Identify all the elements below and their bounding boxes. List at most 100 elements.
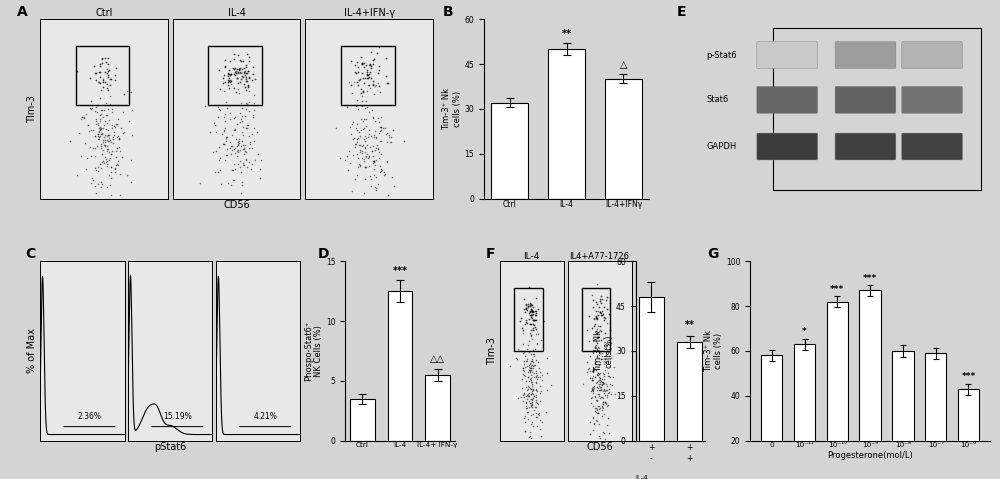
Point (590, 377, 606, 385)
Point (525, 320, 541, 328)
Point (348, 69, 364, 77)
Point (508, 354, 524, 361)
Point (96, 133, 112, 141)
Point (527, 311, 543, 319)
Point (123, 179, 139, 186)
Point (376, 171, 392, 179)
Point (349, 138, 365, 146)
Point (227, 149, 243, 157)
Point (519, 362, 535, 370)
Point (123, 156, 139, 163)
Point (351, 142, 367, 149)
Point (87, 69, 103, 77)
Point (589, 280, 605, 288)
Point (585, 402, 601, 410)
Point (539, 387, 555, 394)
Point (522, 299, 538, 307)
Point (223, 142, 239, 150)
Point (521, 364, 537, 371)
Point (524, 389, 540, 397)
Point (119, 171, 135, 179)
Title: IL-4: IL-4 (228, 8, 245, 18)
Point (218, 134, 234, 142)
Point (83, 126, 99, 134)
Bar (859, 290, 881, 479)
Point (108, 161, 124, 169)
Point (396, 137, 412, 145)
Point (358, 97, 374, 104)
Point (107, 71, 123, 79)
Bar (773, 28, 981, 190)
Point (386, 182, 402, 190)
Point (590, 372, 606, 379)
Point (536, 317, 552, 324)
Point (103, 75, 119, 83)
Point (83, 97, 99, 105)
Point (103, 150, 119, 158)
Point (521, 337, 537, 345)
Point (216, 126, 232, 134)
Point (518, 316, 534, 324)
Point (346, 79, 362, 86)
Point (357, 175, 373, 182)
Point (523, 376, 539, 384)
Point (349, 135, 365, 143)
Point (101, 116, 117, 124)
Point (358, 115, 374, 123)
Point (593, 355, 609, 363)
Point (220, 81, 236, 89)
Point (240, 81, 256, 89)
Point (341, 79, 357, 86)
Point (363, 182, 379, 190)
Point (593, 299, 609, 307)
Point (116, 128, 132, 136)
Point (227, 64, 243, 71)
Point (601, 388, 617, 396)
Point (526, 392, 542, 399)
Point (93, 178, 109, 186)
Point (100, 54, 116, 61)
Point (245, 114, 261, 121)
Point (221, 78, 237, 85)
Point (366, 165, 382, 173)
Point (525, 422, 541, 430)
Point (523, 362, 539, 370)
Point (593, 328, 609, 335)
Point (587, 358, 603, 366)
Point (520, 300, 536, 308)
Point (91, 124, 107, 131)
Point (588, 404, 604, 412)
Point (91, 78, 107, 86)
Point (603, 390, 619, 398)
Bar (388, 291, 412, 441)
Point (383, 134, 399, 141)
Point (351, 160, 367, 168)
Point (579, 326, 595, 333)
Point (222, 109, 238, 116)
Point (379, 158, 395, 165)
Point (528, 391, 544, 399)
Point (588, 307, 604, 315)
Point (119, 87, 135, 95)
Point (523, 390, 539, 398)
Point (220, 78, 236, 85)
Point (372, 162, 388, 170)
Point (601, 372, 617, 379)
Point (598, 348, 614, 355)
FancyBboxPatch shape (757, 86, 818, 114)
Point (227, 126, 243, 134)
Point (208, 128, 224, 136)
Point (234, 117, 250, 125)
Point (224, 146, 240, 154)
Point (367, 82, 383, 90)
Point (371, 82, 387, 90)
Point (363, 65, 379, 72)
Point (92, 132, 108, 140)
Point (345, 118, 361, 126)
Point (227, 165, 243, 173)
Point (222, 115, 238, 123)
Point (600, 389, 616, 397)
Point (519, 357, 535, 365)
Point (362, 84, 378, 92)
Point (381, 133, 397, 140)
